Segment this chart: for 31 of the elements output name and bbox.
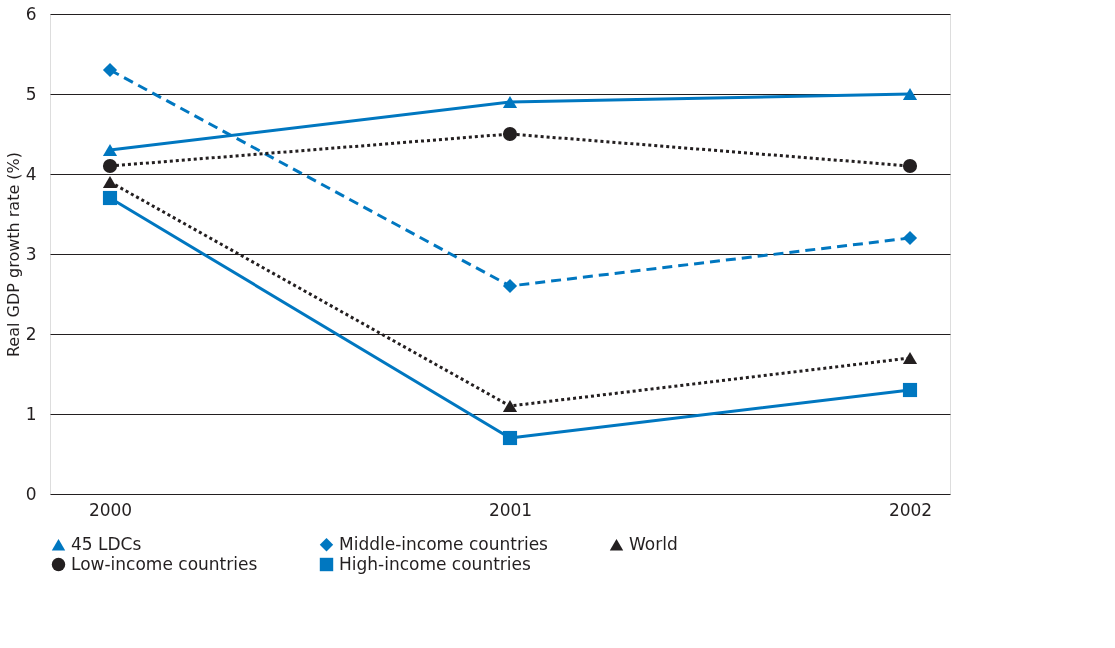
legend-label: 45 LDCs	[71, 533, 142, 554]
y-tick-label: 5	[25, 83, 37, 104]
point	[902, 87, 918, 101]
point	[502, 278, 518, 294]
legend-label: World	[629, 533, 678, 554]
point	[902, 351, 918, 365]
y-tick-label: 2	[25, 323, 37, 344]
y-tick-label: 4	[25, 163, 37, 184]
point	[902, 382, 918, 398]
legend-label: Middle-income countries	[339, 533, 549, 554]
point	[502, 95, 518, 109]
point	[902, 158, 918, 174]
legend-label: High-income countries	[339, 553, 532, 574]
y-tick-label: 3	[25, 243, 37, 264]
x-tick-label: 2000	[88, 499, 133, 520]
point	[502, 430, 518, 446]
y-tick-label: 0	[25, 483, 37, 504]
point	[102, 62, 118, 78]
y-tick-label: 1	[25, 403, 37, 424]
point	[102, 158, 118, 174]
x-tick-label: 2002	[888, 499, 933, 520]
x-tick-label: 2001	[488, 499, 533, 520]
legend-label: Low-income countries	[71, 553, 258, 574]
y-tick-label: 6	[25, 3, 37, 24]
point	[502, 126, 518, 142]
point	[502, 399, 518, 413]
point	[102, 143, 118, 157]
point	[102, 175, 118, 189]
y-axis-title: Real GDP growth rate (%)	[3, 151, 23, 358]
point	[902, 230, 918, 246]
point	[102, 190, 118, 206]
